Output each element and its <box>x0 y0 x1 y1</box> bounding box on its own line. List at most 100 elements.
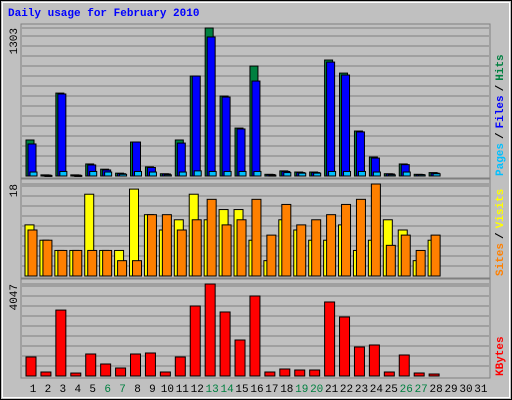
bar <box>249 295 261 377</box>
x-tick-label: 7 <box>119 384 126 396</box>
bar <box>343 170 352 177</box>
x-tick-label: 8 <box>134 384 141 396</box>
x-tick-label: 1 <box>30 384 37 396</box>
bar <box>144 352 156 377</box>
bar <box>208 170 217 177</box>
bar <box>372 171 381 177</box>
x-tick-label: 20 <box>310 384 323 396</box>
x-tick-label: 31 <box>474 384 488 396</box>
y-tick-label: 1303 <box>9 28 21 54</box>
bar <box>40 371 52 377</box>
legend-separator: / <box>495 132 507 139</box>
bar <box>72 249 83 277</box>
bar <box>27 229 38 277</box>
bar <box>313 172 322 177</box>
bar <box>417 174 426 177</box>
bar <box>130 353 142 377</box>
bar <box>132 260 143 277</box>
bar <box>402 171 411 177</box>
bar <box>311 219 322 277</box>
x-tick-label: 28 <box>430 384 443 396</box>
x-tick-label: 16 <box>250 384 263 396</box>
bar <box>355 131 365 177</box>
x-tick-label: 5 <box>89 384 96 396</box>
x-tick-label: 2 <box>45 384 52 396</box>
x-tick-label: 29 <box>444 384 457 396</box>
bar <box>132 141 142 177</box>
legend-separator: / <box>495 232 507 239</box>
legend-entry: Sites <box>495 243 507 276</box>
bar <box>383 371 395 377</box>
x-tick-label: 27 <box>415 384 428 396</box>
x-tick-label: 25 <box>385 384 398 396</box>
bar <box>298 172 307 177</box>
legend: KBytes <box>495 336 507 376</box>
bar <box>341 203 352 277</box>
bar <box>148 171 157 177</box>
bar <box>189 305 201 377</box>
bar <box>57 93 67 177</box>
bar <box>161 214 172 277</box>
bar <box>119 173 128 177</box>
bar <box>42 239 53 277</box>
x-tick-label: 15 <box>235 384 248 396</box>
bar <box>279 368 291 377</box>
bar <box>134 170 143 177</box>
x-tick-label: 6 <box>104 384 111 396</box>
bar <box>102 249 113 277</box>
bar <box>27 143 37 177</box>
bar <box>206 198 217 277</box>
bar <box>309 369 321 377</box>
bar <box>55 309 67 377</box>
bar <box>268 174 277 177</box>
x-tick-label: 17 <box>265 384 278 396</box>
bar <box>353 346 365 377</box>
bar <box>74 174 83 177</box>
bar <box>70 372 82 377</box>
y-tick-label: 18 <box>9 184 21 197</box>
bar <box>178 171 187 177</box>
x-tick-label: 11 <box>176 384 190 396</box>
bar <box>193 170 202 177</box>
x-tick-label: 4 <box>74 384 81 396</box>
bar <box>89 170 98 177</box>
bar <box>283 172 292 177</box>
bar <box>430 234 441 277</box>
bar <box>117 260 128 277</box>
x-tick-label: 18 <box>280 384 293 396</box>
x-tick-label: 3 <box>60 384 67 396</box>
x-tick-label: 19 <box>295 384 308 396</box>
bar <box>281 203 292 277</box>
bar <box>432 173 441 177</box>
bar <box>115 367 127 377</box>
bar <box>264 371 276 377</box>
bar <box>191 219 202 277</box>
bar <box>326 61 336 177</box>
bar <box>253 170 262 177</box>
legend: Pages / Files / Hits <box>495 54 507 176</box>
bar <box>234 339 246 377</box>
bar <box>221 96 231 177</box>
bar <box>368 344 380 377</box>
bar <box>400 234 411 277</box>
bar <box>85 353 97 377</box>
bar <box>159 371 171 377</box>
x-tick-label: 22 <box>340 384 353 396</box>
bar <box>324 301 336 377</box>
x-tick-label: 24 <box>370 384 384 396</box>
bar <box>355 198 366 277</box>
legend-entry: Files <box>495 95 507 128</box>
x-tick-label: 14 <box>220 384 234 396</box>
legend-separator: / <box>495 84 507 91</box>
bar <box>87 249 98 277</box>
bar <box>251 80 261 177</box>
x-tick-label: 9 <box>149 384 156 396</box>
bar <box>266 234 277 277</box>
bar <box>387 174 396 177</box>
bar <box>219 311 231 377</box>
bar <box>191 75 201 177</box>
bar <box>29 171 38 177</box>
bar <box>339 316 351 377</box>
legend-entry: Pages <box>495 143 507 176</box>
